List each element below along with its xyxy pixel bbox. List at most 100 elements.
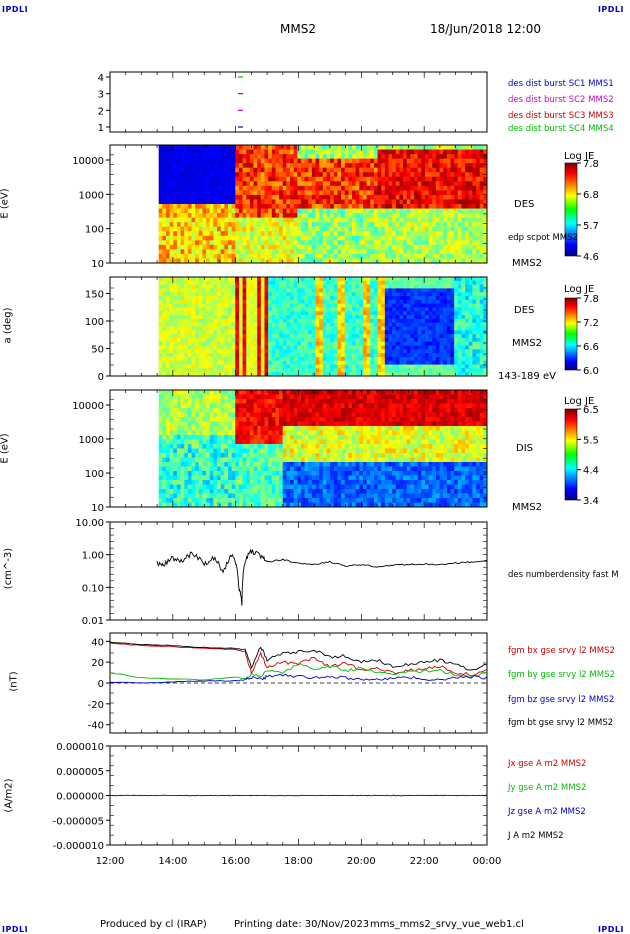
des-energy-cell [461,167,466,173]
des-energy-cell [479,226,484,232]
des-energy-cell [373,163,378,169]
des-energy-cell [176,213,181,219]
des-pitch-cell [326,311,331,316]
des-pitch-cell [428,334,433,339]
des-energy-cell [366,194,371,200]
des-energy-cell [195,149,200,155]
des-energy-cell [286,217,291,223]
des-pitch-cell [465,353,470,358]
des-pitch-cell [450,292,455,297]
des-energy-cell [403,208,408,214]
des-energy-cell [184,190,189,196]
des-energy-cell [187,172,192,178]
des-pitch-cell [315,337,320,343]
des-energy-cell [424,217,430,223]
des-energy-cell [300,240,306,246]
des-pitch-cell [373,315,378,320]
des-energy-cell [279,199,284,205]
des-energy-cell [476,213,481,219]
des-pitch-cell [246,307,251,312]
des-pitch-cell [352,284,357,289]
des-energy-cell [330,217,335,223]
des-pitch-cell [465,311,470,316]
des-energy-cell [249,208,254,214]
des-pitch-cell [362,353,368,358]
des-energy-cell [279,226,284,232]
des-energy-cell [439,199,444,205]
des-energy-cell [304,226,309,232]
des-energy-cell [264,176,269,182]
des-pitch-cell [443,318,448,324]
des-pitch-cell [421,364,426,369]
des-energy-cell [293,190,298,196]
des-energy-cell [253,176,258,182]
des-energy-cell [180,176,185,182]
des-energy-cell [388,213,393,219]
des-energy-cell [293,249,298,255]
dis-energy-cell [158,489,163,494]
des-energy-cell [395,208,400,214]
des-energy-cell [435,194,440,200]
des-pitch-cell [224,360,229,365]
des-energy-cell [439,158,444,164]
des-energy-cell [319,185,324,191]
des-energy-cell [366,199,371,205]
des-energy-cell [443,181,448,187]
des-pitch-cell [435,322,440,327]
des-pitch-cell [322,334,327,339]
des-pitch-cell [169,349,174,354]
des-pitch-cell [304,303,309,308]
des-energy-cell [308,249,313,255]
des-pitch-cell [381,349,386,354]
des-energy-cell [355,194,360,200]
des-energy-cell [257,185,262,191]
des-pitch-cell [180,356,185,362]
des-pitch-cell [235,288,240,293]
des-pitch-cell [271,315,276,320]
des-energy-cell [268,163,273,169]
des-energy-cell [443,208,448,214]
des-pitch-cell [268,299,273,305]
des-energy-cell [461,240,466,246]
des-pitch-cell [260,318,265,324]
des-pitch-cell [381,315,386,320]
des-pitch-cell [362,318,368,324]
des-pitch-cell [479,330,484,335]
des-energy-cell [428,253,433,259]
des-energy-cell [414,149,419,155]
des-energy-cell [268,244,273,250]
des-pitch-cell [450,307,455,312]
des-pitch-cell [410,364,415,369]
des-pitch-cell [414,345,419,350]
des-energy-cell [315,235,320,241]
des-pitch-cell [414,330,419,335]
des-pitch-cell [308,318,313,324]
des-pitch-cell [246,284,251,289]
des-energy-cell [187,222,192,228]
des-pitch-cell [308,277,313,282]
des-pitch-cell [421,326,426,331]
des-energy-cell [359,231,364,237]
des-energy-cell [366,167,371,173]
des-pitch-cell [352,296,357,301]
des-energy-cell [362,199,368,205]
des-energy-cell [176,185,181,191]
des-pitch-cell [337,353,342,358]
des-pitch-cell [395,280,400,286]
des-energy-cell [450,154,455,160]
dis-energy-cell [158,435,163,440]
des-energy-cell [341,222,346,228]
des-pitch-cell [264,303,269,308]
des-pitch-cell [377,296,382,301]
des-pitch-cell [206,299,211,305]
des-energy-cell [187,249,192,255]
des-energy-cell [275,194,280,200]
des-energy-cell [479,172,484,178]
des-pitch-cell [297,311,302,316]
des-pitch-cell [231,337,236,343]
des-energy-cell [224,213,229,219]
des-energy-cell [326,217,331,223]
des-pitch-cell [352,292,357,297]
des-energy-cell [414,199,419,205]
des-pitch-cell [417,292,422,297]
